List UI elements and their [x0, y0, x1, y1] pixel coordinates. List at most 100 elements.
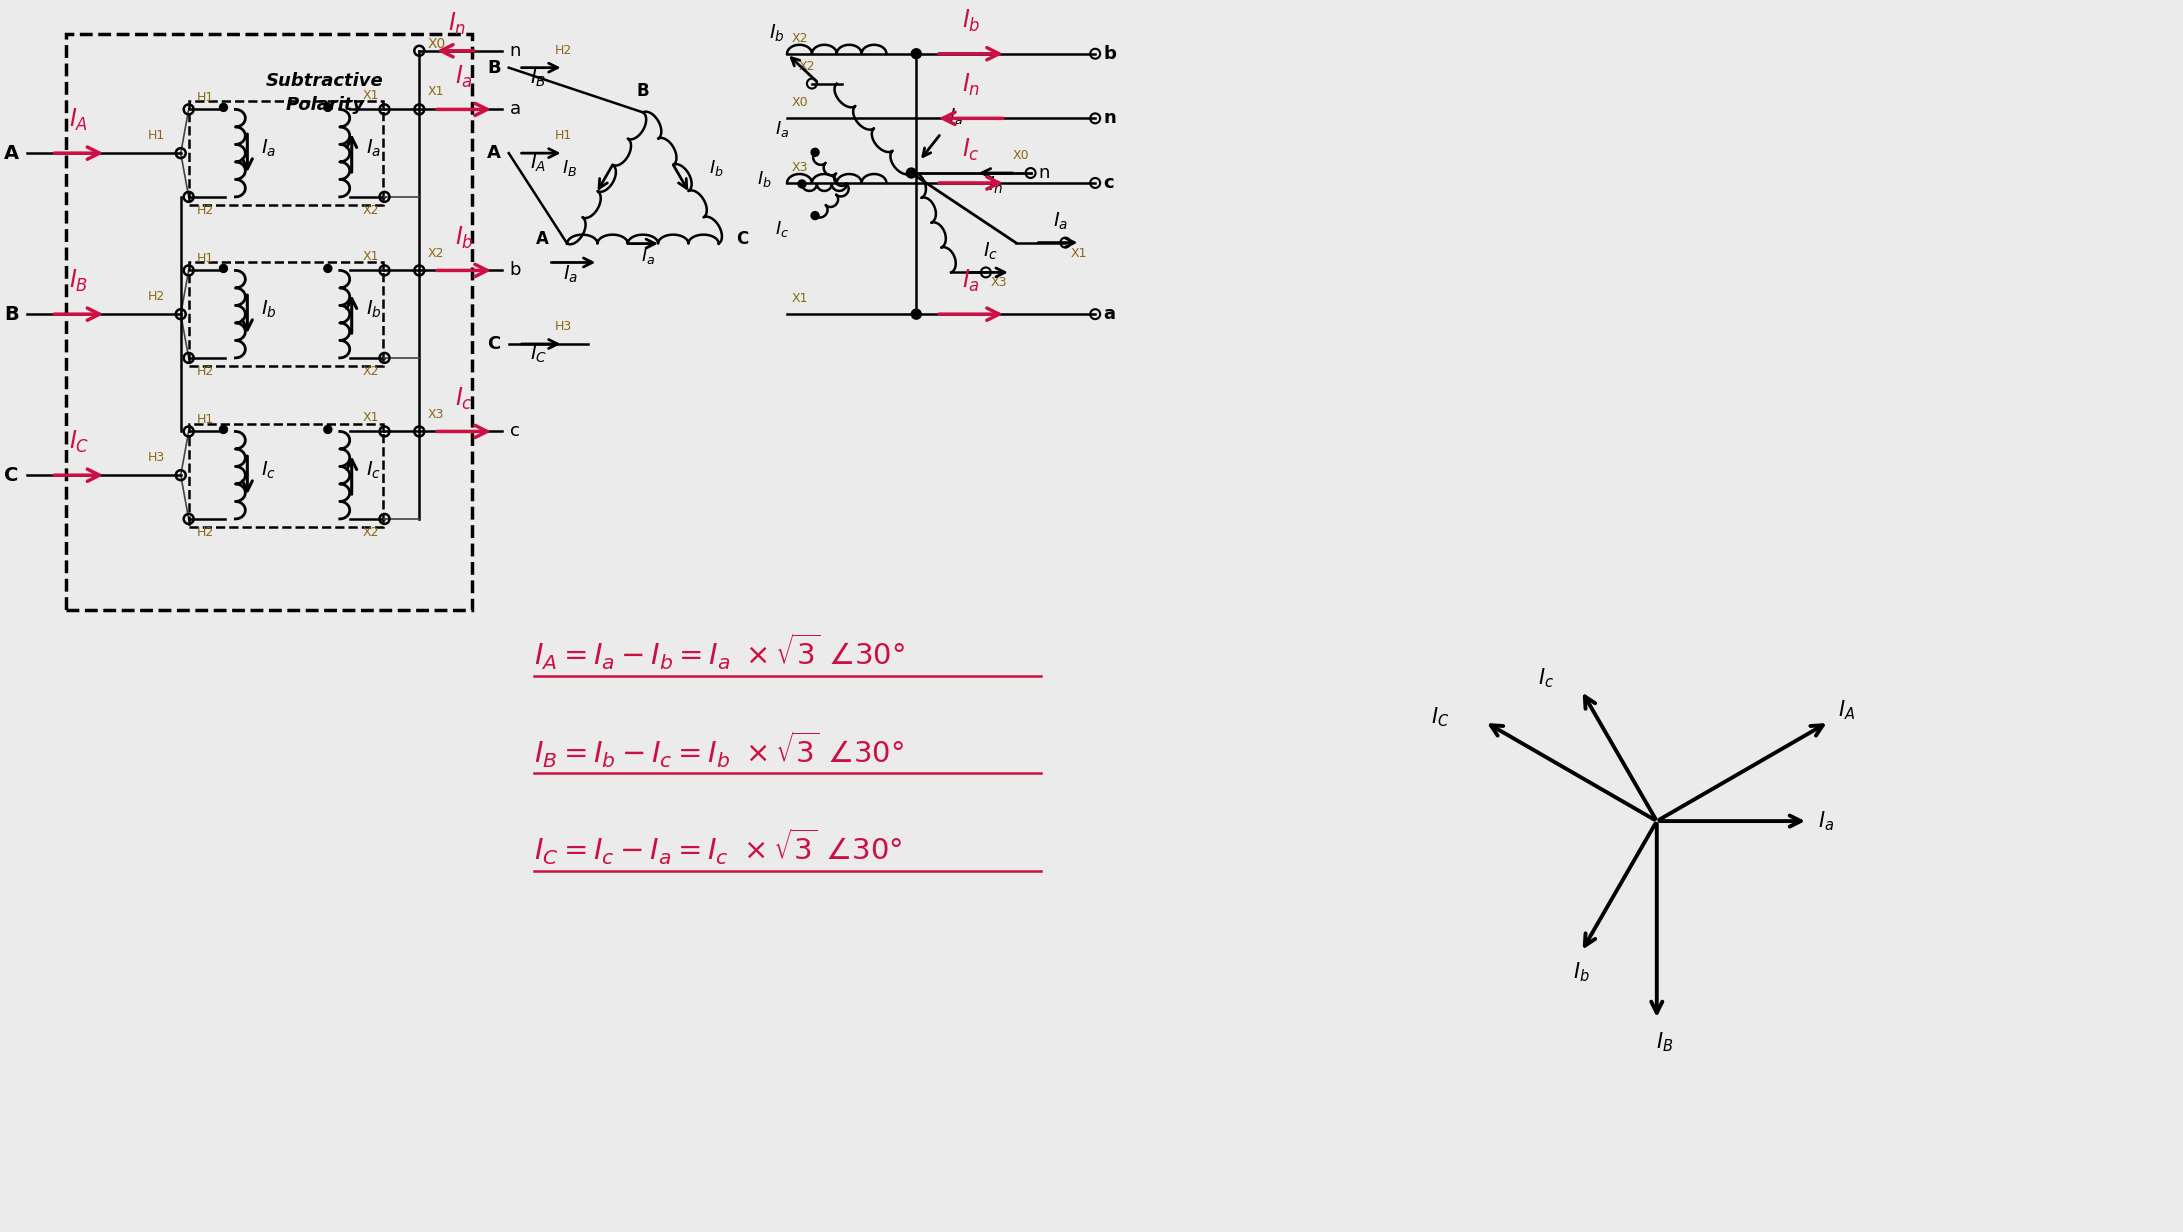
- Text: a: a: [1102, 306, 1116, 323]
- Text: $I_a$: $I_a$: [365, 138, 380, 159]
- Text: $I_c$: $I_c$: [365, 460, 380, 480]
- Text: $I_a$: $I_a$: [963, 269, 980, 294]
- Circle shape: [220, 103, 227, 111]
- Text: $I_B$: $I_B$: [70, 269, 90, 294]
- Text: X0: X0: [428, 37, 445, 51]
- Text: X1: X1: [362, 89, 380, 102]
- Bar: [65, 33, 472, 610]
- Text: X1: X1: [362, 411, 380, 424]
- Text: Polarity: Polarity: [286, 96, 365, 115]
- Text: X1: X1: [428, 85, 443, 99]
- Text: Subtractive: Subtractive: [266, 71, 384, 90]
- Text: $I_a$: $I_a$: [454, 63, 474, 90]
- Bar: [188, 101, 382, 205]
- Text: $I_a$: $I_a$: [642, 246, 655, 266]
- Text: C: C: [4, 466, 20, 484]
- Text: $I_a$: $I_a$: [950, 106, 963, 127]
- Text: $I_A$: $I_A$: [70, 107, 87, 133]
- Text: $I_B$: $I_B$: [530, 68, 546, 89]
- Text: X2: X2: [428, 246, 443, 260]
- Text: $I_C$: $I_C$: [530, 344, 548, 365]
- Text: H1: H1: [196, 91, 214, 103]
- Text: H1: H1: [196, 413, 214, 426]
- Text: $I_B$: $I_B$: [561, 158, 576, 177]
- Text: $I_a$: $I_a$: [563, 264, 578, 285]
- Text: X0: X0: [792, 96, 808, 110]
- Text: $I_C$: $I_C$: [68, 429, 90, 456]
- Text: H2: H2: [196, 526, 214, 540]
- Text: $I_C$: $I_C$: [1430, 705, 1450, 728]
- Text: $I_a$: $I_a$: [1818, 809, 1834, 833]
- Text: $I_b$: $I_b$: [262, 298, 277, 320]
- Text: $I_c$: $I_c$: [982, 240, 998, 262]
- Circle shape: [220, 425, 227, 434]
- Text: $I_n$: $I_n$: [448, 11, 467, 37]
- Text: H2: H2: [196, 366, 214, 378]
- Bar: [188, 262, 382, 366]
- Circle shape: [910, 309, 921, 319]
- Circle shape: [906, 168, 917, 177]
- Text: X0: X0: [1013, 149, 1028, 163]
- Text: $I_A=I_a-I_b=I_a\ \times\sqrt{3}\ \angle30°$: $I_A=I_a-I_b=I_a\ \times\sqrt{3}\ \angle…: [533, 632, 904, 673]
- Text: $I_A$: $I_A$: [530, 153, 546, 175]
- Text: $I_n$: $I_n$: [989, 175, 1004, 196]
- Text: $I_n$: $I_n$: [963, 73, 980, 99]
- Text: H3: H3: [146, 451, 164, 464]
- Text: $I_a$: $I_a$: [262, 138, 277, 159]
- Text: X2: X2: [792, 32, 808, 44]
- Text: b: b: [1102, 44, 1116, 63]
- Text: $I_b$: $I_b$: [709, 158, 723, 177]
- Text: $I_b$: $I_b$: [365, 298, 382, 320]
- Circle shape: [812, 212, 819, 219]
- Text: $I_c$: $I_c$: [454, 386, 474, 411]
- Text: $I_b$: $I_b$: [768, 23, 786, 44]
- Text: C: C: [487, 335, 500, 354]
- Text: H1: H1: [196, 253, 214, 265]
- Text: n: n: [511, 42, 522, 60]
- Text: $I_b$: $I_b$: [1574, 960, 1589, 983]
- Text: C: C: [736, 229, 749, 248]
- Text: X2: X2: [362, 205, 380, 217]
- Text: H2: H2: [554, 44, 572, 57]
- Text: $I_B=I_b-I_c=I_b\ \times\sqrt{3}\ \angle30°$: $I_B=I_b-I_c=I_b\ \times\sqrt{3}\ \angle…: [533, 729, 904, 770]
- Text: X1: X1: [362, 250, 380, 262]
- Text: X2: X2: [362, 526, 380, 540]
- Circle shape: [323, 425, 332, 434]
- Text: A: A: [537, 229, 550, 248]
- Text: $I_a$: $I_a$: [775, 120, 790, 139]
- Circle shape: [910, 49, 921, 59]
- Text: n: n: [1102, 110, 1116, 127]
- Text: X2: X2: [362, 366, 380, 378]
- Text: b: b: [511, 261, 522, 280]
- Text: H2: H2: [146, 291, 164, 303]
- Text: H3: H3: [554, 320, 572, 333]
- Text: a: a: [511, 100, 522, 118]
- Circle shape: [323, 103, 332, 111]
- Text: c: c: [1102, 174, 1113, 192]
- Text: $I_c$: $I_c$: [775, 218, 788, 239]
- Text: n: n: [1039, 164, 1050, 182]
- Text: c: c: [511, 423, 520, 441]
- Text: X3: X3: [792, 161, 808, 174]
- Circle shape: [812, 148, 819, 156]
- Text: $I_C=I_c-I_a=I_c\ \times\sqrt{3}\ \angle30°$: $I_C=I_c-I_a=I_c\ \times\sqrt{3}\ \angle…: [533, 827, 902, 867]
- Text: X3: X3: [428, 408, 443, 420]
- Text: X3: X3: [991, 276, 1006, 290]
- Circle shape: [323, 265, 332, 272]
- Circle shape: [799, 180, 806, 188]
- Text: A: A: [4, 144, 20, 163]
- Text: H2: H2: [196, 205, 214, 217]
- Text: B: B: [4, 304, 20, 324]
- Text: $I_b$: $I_b$: [963, 7, 980, 33]
- Text: H1: H1: [554, 129, 572, 142]
- Text: $I_c$: $I_c$: [1539, 667, 1554, 690]
- Circle shape: [220, 265, 227, 272]
- Text: X1: X1: [792, 292, 808, 306]
- Text: X1: X1: [1070, 246, 1087, 260]
- Text: B: B: [487, 59, 500, 76]
- Text: A: A: [487, 144, 500, 163]
- Text: $I_a$: $I_a$: [1052, 211, 1067, 232]
- Text: $I_B$: $I_B$: [1657, 1030, 1674, 1053]
- Text: $I_c$: $I_c$: [262, 460, 277, 480]
- Text: $I_b$: $I_b$: [758, 169, 773, 188]
